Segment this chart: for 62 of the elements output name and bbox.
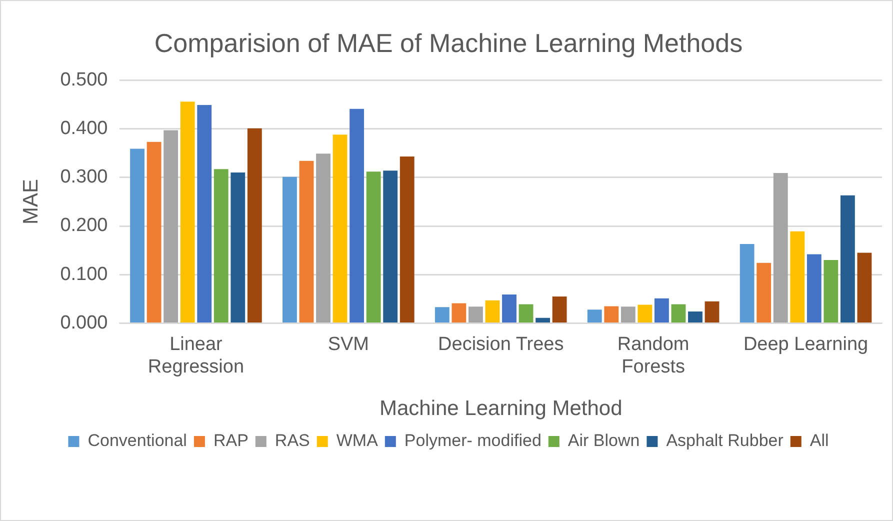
bar	[452, 303, 466, 322]
bar	[332, 134, 348, 322]
bar	[230, 172, 246, 322]
bar	[671, 304, 686, 322]
bar	[366, 172, 381, 322]
y-tick-label: 0.400	[60, 118, 108, 140]
bar	[740, 244, 754, 322]
bar	[316, 154, 330, 322]
bar	[604, 306, 619, 322]
bar	[485, 300, 500, 322]
x-tick-label: Random Forests	[617, 334, 690, 378]
bar	[587, 310, 602, 322]
bar	[502, 294, 516, 322]
bar	[688, 312, 702, 322]
legend-label: All	[810, 431, 829, 450]
x-tick-label: SVM	[328, 334, 370, 355]
bar	[536, 318, 550, 322]
bar	[518, 304, 534, 322]
bar	[468, 306, 483, 322]
bar	[146, 142, 162, 322]
y-tick-label: 0.100	[60, 264, 108, 285]
bar	[197, 104, 212, 322]
bar	[350, 108, 364, 322]
bar	[247, 128, 262, 322]
legend-label: Asphalt Rubber	[666, 431, 784, 450]
chart-title: Comparision of MAE of Machine Learning Methods	[154, 28, 743, 58]
bar	[790, 231, 805, 322]
bar	[552, 296, 567, 322]
bar	[704, 301, 720, 322]
x-tick-label: Linear Regression	[148, 334, 244, 378]
bar	[130, 148, 144, 322]
legend-label: Polymer- modified	[404, 431, 542, 450]
bar	[282, 176, 297, 322]
bar	[773, 173, 788, 322]
legend-label: Air Blown	[568, 431, 640, 450]
bar	[620, 306, 636, 322]
y-tick-label: 0.300	[60, 166, 108, 188]
bar	[164, 130, 178, 322]
bar	[638, 304, 652, 322]
bar	[214, 169, 228, 322]
bar	[383, 170, 398, 322]
bar	[654, 298, 669, 322]
bar	[299, 160, 314, 322]
bar	[840, 195, 855, 322]
x-axis-title: Machine Learning Method	[379, 397, 622, 420]
bar	[824, 260, 838, 322]
legend-label: WMA	[336, 431, 379, 450]
y-tick-label: 0.500	[60, 69, 108, 90]
y-axis-title: MAE	[19, 178, 42, 224]
legend-label: Conventional	[88, 431, 187, 450]
x-tick-label: Deep Learning	[743, 334, 868, 355]
legend-label: RAP	[213, 431, 248, 450]
bar	[180, 102, 195, 322]
legend-label: RAS	[274, 431, 310, 450]
bar	[400, 156, 414, 322]
x-tick-label: Decision Trees	[438, 334, 564, 355]
y-tick-label: 0.000	[60, 312, 108, 334]
bar	[434, 307, 450, 322]
y-tick-label: 0.200	[60, 215, 108, 236]
bar	[806, 254, 822, 322]
bar	[857, 252, 872, 322]
bar	[756, 262, 772, 322]
